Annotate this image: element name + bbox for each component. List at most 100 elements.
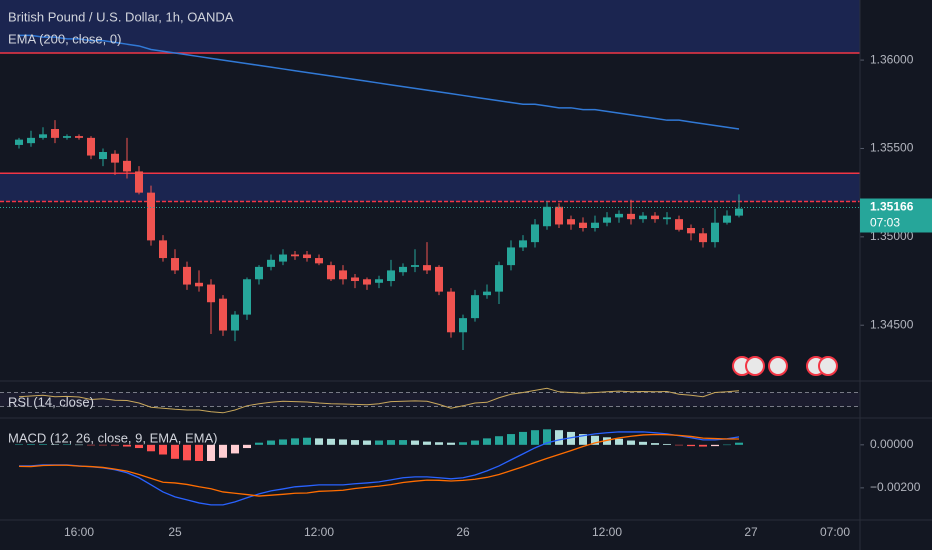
histogram-bar: [207, 444, 215, 461]
candle-body: [567, 219, 575, 225]
histogram-bar: [459, 442, 467, 445]
back-layer: [0, 0, 864, 489]
histogram-bar: [399, 440, 407, 445]
candle-body: [87, 137, 95, 156]
time-tick-label: 27: [744, 525, 758, 539]
candle-body: [483, 291, 491, 296]
candle-body: [111, 153, 119, 163]
candle-body: [219, 298, 227, 331]
signal-line: [18, 433, 739, 497]
event-icon[interactable]: [768, 356, 788, 376]
histogram-bar: [711, 444, 719, 447]
candle-body: [315, 258, 323, 264]
histogram-bar: [183, 444, 191, 461]
event-icons[interactable]: [732, 356, 838, 376]
histogram-bar: [471, 440, 479, 445]
candle-body: [435, 266, 443, 292]
ema-line: [19, 34, 740, 130]
event-icon[interactable]: [818, 356, 838, 376]
histogram-bar: [615, 438, 623, 445]
candle-body: [231, 314, 239, 331]
histogram-bar: [243, 444, 251, 449]
time-tick-label: 16:00: [64, 525, 94, 539]
event-icon[interactable]: [745, 356, 765, 376]
histogram-bar: [531, 430, 539, 445]
histogram-bar: [219, 444, 227, 458]
candle-body: [687, 228, 695, 234]
marks-layer: [0, 34, 860, 506]
histogram-bar: [63, 444, 71, 445]
candle-body: [627, 213, 635, 220]
candle-body: [15, 139, 23, 145]
histogram-bar: [315, 438, 323, 445]
candle-body: [423, 265, 431, 271]
zone: [0, 173, 860, 202]
candle-body: [183, 266, 191, 285]
indicator-label: MACD (12, 26, close, 9, EMA, EMA): [8, 430, 218, 445]
histogram-bar: [507, 434, 515, 445]
candle-body: [39, 134, 47, 138]
candle-body: [63, 136, 71, 138]
zone: [0, 0, 860, 54]
histogram-bar: [387, 440, 395, 445]
histogram-bar: [15, 444, 23, 445]
candle-body: [123, 160, 131, 172]
candle-body: [735, 208, 743, 216]
histogram-bar: [39, 444, 47, 445]
candle-body: [663, 217, 671, 220]
candle-body: [699, 233, 707, 243]
candle-body: [387, 270, 395, 282]
rsi-line: [18, 387, 740, 414]
time-tick-label: 12:00: [592, 525, 622, 539]
histogram-bar: [51, 444, 59, 445]
candle-body: [543, 206, 551, 227]
candle-body: [279, 254, 287, 262]
candle-body: [99, 152, 107, 160]
candle-body: [51, 129, 59, 138]
histogram-bar: [123, 444, 131, 447]
candle-body: [291, 254, 299, 257]
candle-body: [603, 217, 611, 223]
histogram-bar: [591, 435, 599, 445]
histogram-bar: [579, 434, 587, 445]
macd-tick-label: 0.00000: [870, 437, 914, 451]
histogram-bar: [351, 440, 359, 445]
histogram-bar: [675, 444, 683, 446]
candle-body: [615, 213, 623, 218]
time-tick-label: 12:00: [304, 525, 334, 539]
indicator-label: EMA (200, close, 0): [8, 31, 121, 46]
indicator-label: RSI (14, close): [8, 394, 94, 409]
histogram-bar: [327, 438, 335, 445]
price-tick-label: 1.36000: [870, 52, 914, 66]
rsi-band: [0, 392, 860, 407]
histogram-bar: [171, 444, 179, 459]
candle-body: [591, 222, 599, 228]
histogram-bar: [159, 444, 167, 455]
histogram-bar: [75, 444, 83, 446]
histogram-bar: [543, 429, 551, 445]
candle-body: [255, 266, 263, 280]
price-tick-label: 1.34500: [870, 317, 914, 331]
candle-body: [579, 222, 587, 228]
candle-body: [135, 171, 143, 193]
histogram-bar: [435, 442, 443, 445]
candle-body: [267, 259, 275, 267]
time-tick-label: 26: [456, 525, 470, 539]
histogram-bar: [447, 442, 455, 445]
histogram-bar: [99, 444, 107, 446]
candle-body: [651, 215, 659, 220]
candle-body: [531, 224, 539, 243]
candle-body: [711, 222, 719, 243]
histogram-bar: [291, 438, 299, 445]
histogram-bar: [495, 436, 503, 445]
chart-title: British Pound / U.S. Dollar, 1h, OANDA: [8, 9, 234, 24]
candle-body: [519, 240, 527, 248]
histogram-bar: [639, 441, 647, 445]
histogram-bar: [555, 430, 563, 445]
histogram-bar: [627, 440, 635, 445]
histogram-bar: [603, 437, 611, 445]
histogram-bar: [135, 444, 143, 449]
histogram-bar: [279, 439, 287, 445]
